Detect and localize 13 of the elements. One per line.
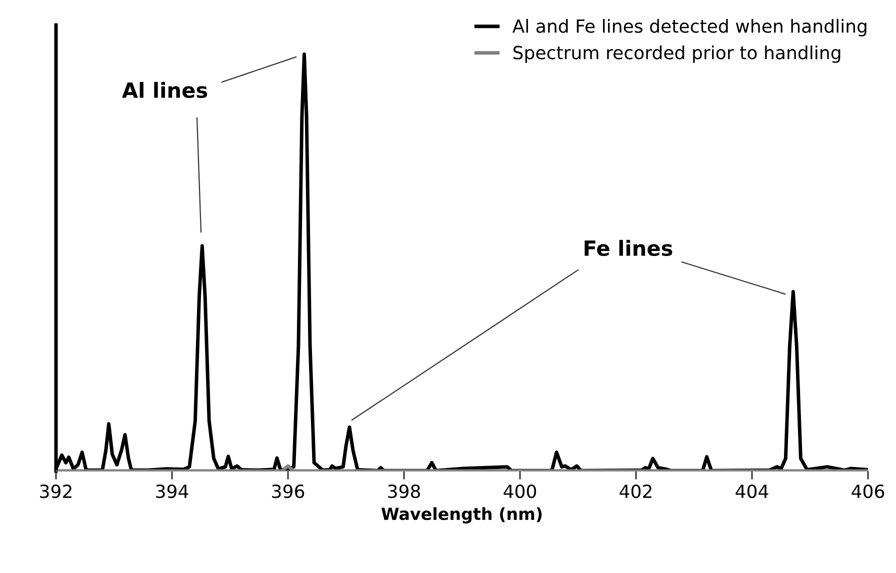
legend-label: Al and Fe lines detected when handling — [512, 18, 866, 36]
annotation: Fe lines — [584, 240, 672, 256]
annotation: Al lines — [122, 82, 208, 98]
x-tick-label: 392 — [40, 484, 72, 498]
x-tick-label: 398 — [388, 484, 420, 498]
legend-label: Spectrum recorded prior to handling — [513, 45, 840, 63]
x-tick-label: 402 — [620, 484, 652, 498]
x-tick-label: 406 — [852, 484, 884, 498]
x-tick-label: 400 — [504, 484, 536, 498]
x-axis-title: Wavelength (nm) — [381, 507, 542, 524]
x-tick-label: 396 — [272, 484, 304, 498]
x-tick-label: 404 — [736, 484, 768, 498]
x-tick-label: 394 — [156, 484, 188, 498]
